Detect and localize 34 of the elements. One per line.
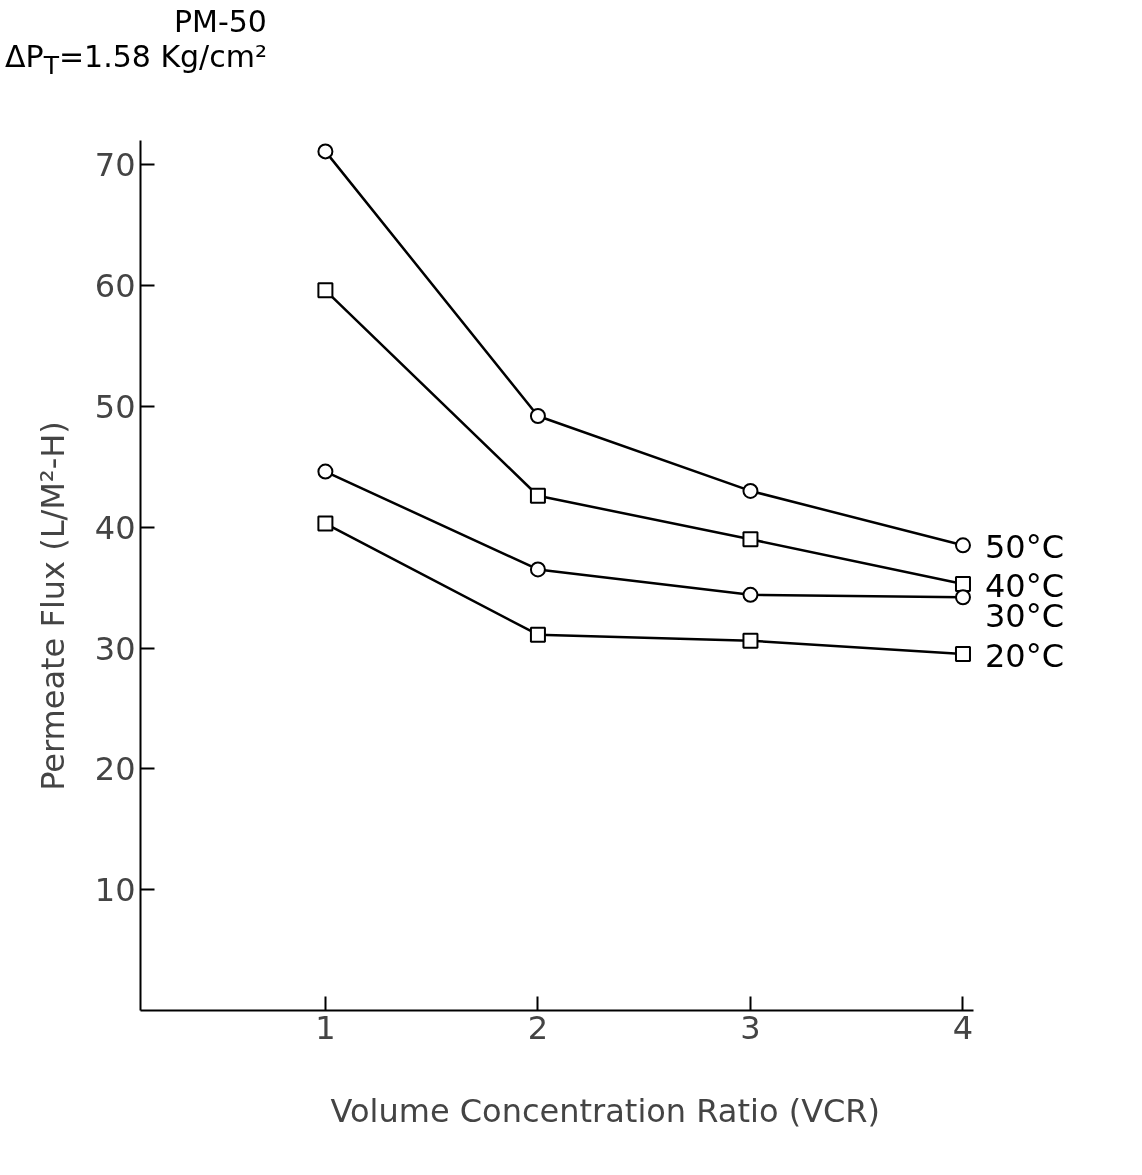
point [317,282,334,299]
y-tick-label: 20 [94,750,136,789]
y-tick-label: 30 [94,629,136,668]
y-axis-title: Permeate Flux (L/M²-H) [33,421,72,791]
point [954,646,971,663]
x-axis-title: Volume Concentration Ratio (VCR) [330,1091,881,1130]
point [529,626,546,643]
y-tick-label: 10 [94,871,136,910]
point [742,586,759,603]
point [317,463,334,480]
point [742,632,759,649]
x-tick-label: 3 [740,1008,761,1047]
y-tick-label: 60 [94,267,136,305]
point [742,482,759,499]
point [317,143,334,160]
y-tick-label: 50 [94,387,136,426]
point [954,589,971,606]
x-tick-label: 4 [952,1008,974,1047]
series-label: 30°C [984,596,1065,635]
point [954,537,971,554]
chart-subtitle: ΔP$_{T}$=1.58 Kg/cm² [5,38,267,81]
series-label: 20°C [984,637,1065,676]
point [529,408,546,424]
chart-title: PM-50 [172,4,267,40]
x-tick-label: 2 [527,1008,549,1047]
point [529,561,546,578]
point [742,531,759,548]
y-tick-label: 70 [94,146,136,185]
point [529,487,546,504]
point [954,575,971,592]
series-label: 50°C [984,528,1065,567]
point [317,515,334,532]
y-tick-label: 40 [94,508,136,547]
x-tick-label: 1 [315,1008,336,1047]
